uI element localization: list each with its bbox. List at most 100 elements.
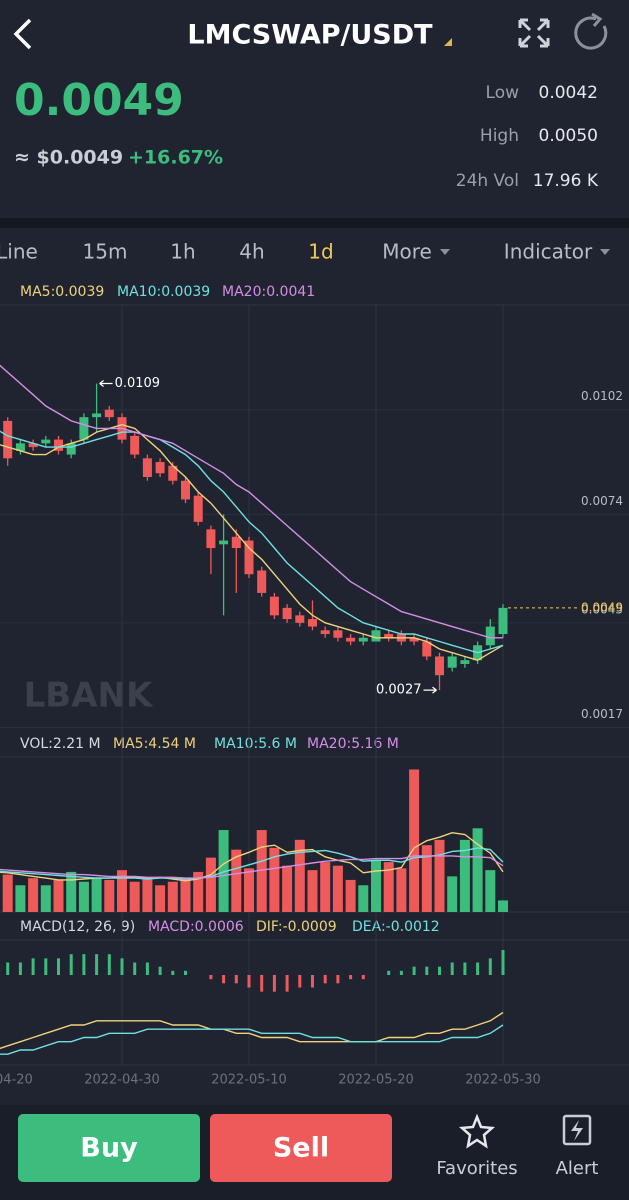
price-usd: ≈ $0.0049: [14, 147, 123, 169]
candle-body: [181, 480, 190, 500]
volume-bar: [396, 868, 407, 912]
macd-bar: [501, 950, 505, 975]
candle-body: [447, 656, 457, 668]
volume-bar: [231, 849, 242, 912]
volume-bar: [307, 870, 318, 912]
volume-bar: [28, 878, 39, 912]
macd-bar: [311, 975, 314, 988]
macd-bar: [476, 962, 480, 975]
macd-bar: [361, 975, 365, 980]
high-label: High: [480, 126, 519, 146]
macd-bar: [349, 975, 353, 980]
volume-bar: [358, 885, 369, 912]
high-value: 0.0050: [539, 126, 598, 146]
macd-bar: [31, 958, 35, 975]
buy-button[interactable]: [18, 1114, 200, 1182]
volume-bar: [91, 878, 102, 912]
macd-bar: [399, 970, 403, 975]
macd-bar: [209, 975, 213, 980]
tab[interactable]: More: [382, 240, 432, 264]
ma-line: [0, 423, 504, 661]
pair-title[interactable]: LMCSWAP/USDT: [187, 20, 433, 51]
alert-bolt: [571, 1120, 583, 1141]
candle-body: [231, 536, 241, 549]
macd-bar: [438, 966, 441, 975]
volume-bar: [104, 879, 115, 912]
legend-item: MA20:0.0041: [222, 284, 315, 300]
volume-ma-line: [0, 847, 504, 880]
macd-bar: [171, 970, 175, 975]
candle-body: [308, 619, 317, 627]
candle-body: [295, 615, 305, 623]
candle-body: [320, 630, 330, 635]
macd-bar: [222, 975, 226, 984]
legend-item: MA5:4.54 M: [113, 736, 196, 752]
price-change: +16.67%: [128, 147, 223, 169]
plot-area: 0.0102 0.0074 0.0045 0.0017 0.0109 0.0027 0.00…: [0, 305, 629, 1065]
candle-body: [257, 570, 267, 593]
candle-body: [333, 630, 343, 638]
macd-bar: [260, 975, 264, 992]
volume-bar: [78, 881, 89, 912]
volume-bar: [409, 769, 420, 912]
low-annotation: 0.0027: [376, 683, 422, 698]
volume-bar: [129, 881, 140, 912]
favorites-icon[interactable]: [458, 1113, 496, 1149]
macd-bar: [107, 954, 111, 975]
volume-ma-line: [0, 855, 504, 879]
candle-body: [104, 409, 114, 418]
volume-bar: [294, 839, 305, 912]
favorites-label[interactable]: Favorites: [436, 1158, 517, 1179]
volume-bar: [282, 865, 293, 912]
tab[interactable]: 15m: [83, 240, 128, 264]
alert-icon[interactable]: [562, 1114, 592, 1146]
legend-item: MA10:5.6 M: [214, 736, 297, 752]
candle-body: [130, 435, 140, 455]
volume-bar: [459, 839, 470, 912]
x-tick-label: 2022-05-20: [338, 1073, 414, 1088]
y-tick-label: 0.0017: [581, 707, 623, 721]
volume-bar: [193, 871, 204, 912]
dropdown-mark: [440, 249, 450, 255]
volume-bar: [332, 865, 343, 912]
macd-bar: [95, 954, 99, 975]
tab-active[interactable]: 1d: [308, 240, 333, 264]
fullscreen-icon[interactable]: [518, 18, 550, 48]
sell-button[interactable]: [210, 1114, 392, 1182]
tab[interactable]: 4h: [239, 240, 264, 264]
refresh-icon[interactable]: [574, 16, 608, 50]
volume-bar: [40, 885, 51, 912]
volume-bar: [256, 830, 267, 912]
y-tick-label: 0.0102: [581, 389, 623, 403]
tab[interactable]: Line: [0, 240, 38, 264]
vol-label: 24h Vol: [456, 171, 519, 191]
candle-body: [193, 495, 203, 522]
back-button[interactable]: [13, 18, 32, 50]
low-value: 0.0042: [539, 83, 598, 103]
dea-line: [0, 1024, 504, 1055]
volume-bar: [447, 876, 458, 912]
macd-bar: [336, 975, 340, 984]
macd-bar: [57, 958, 60, 975]
volume-bar: [320, 862, 331, 912]
tab[interactable]: 1h: [170, 240, 195, 264]
macd-bar: [412, 966, 416, 975]
candle-body: [422, 641, 432, 657]
macd-bar: [133, 962, 137, 975]
ma-line: [0, 430, 504, 654]
macd-bar: [247, 975, 251, 988]
y-tick-label: 0.0074: [581, 494, 623, 508]
tab[interactable]: Indicator: [504, 240, 593, 264]
candle-body: [66, 443, 76, 455]
volume-bar: [205, 857, 216, 912]
volume-bar: [472, 828, 483, 912]
macd-bar: [44, 958, 48, 975]
volume-bar: [117, 870, 127, 912]
separator: [0, 218, 629, 228]
alert-label[interactable]: Alert: [556, 1158, 599, 1179]
candle-body: [384, 634, 394, 638]
macd-bar: [425, 966, 429, 975]
volume-bar: [66, 871, 77, 912]
